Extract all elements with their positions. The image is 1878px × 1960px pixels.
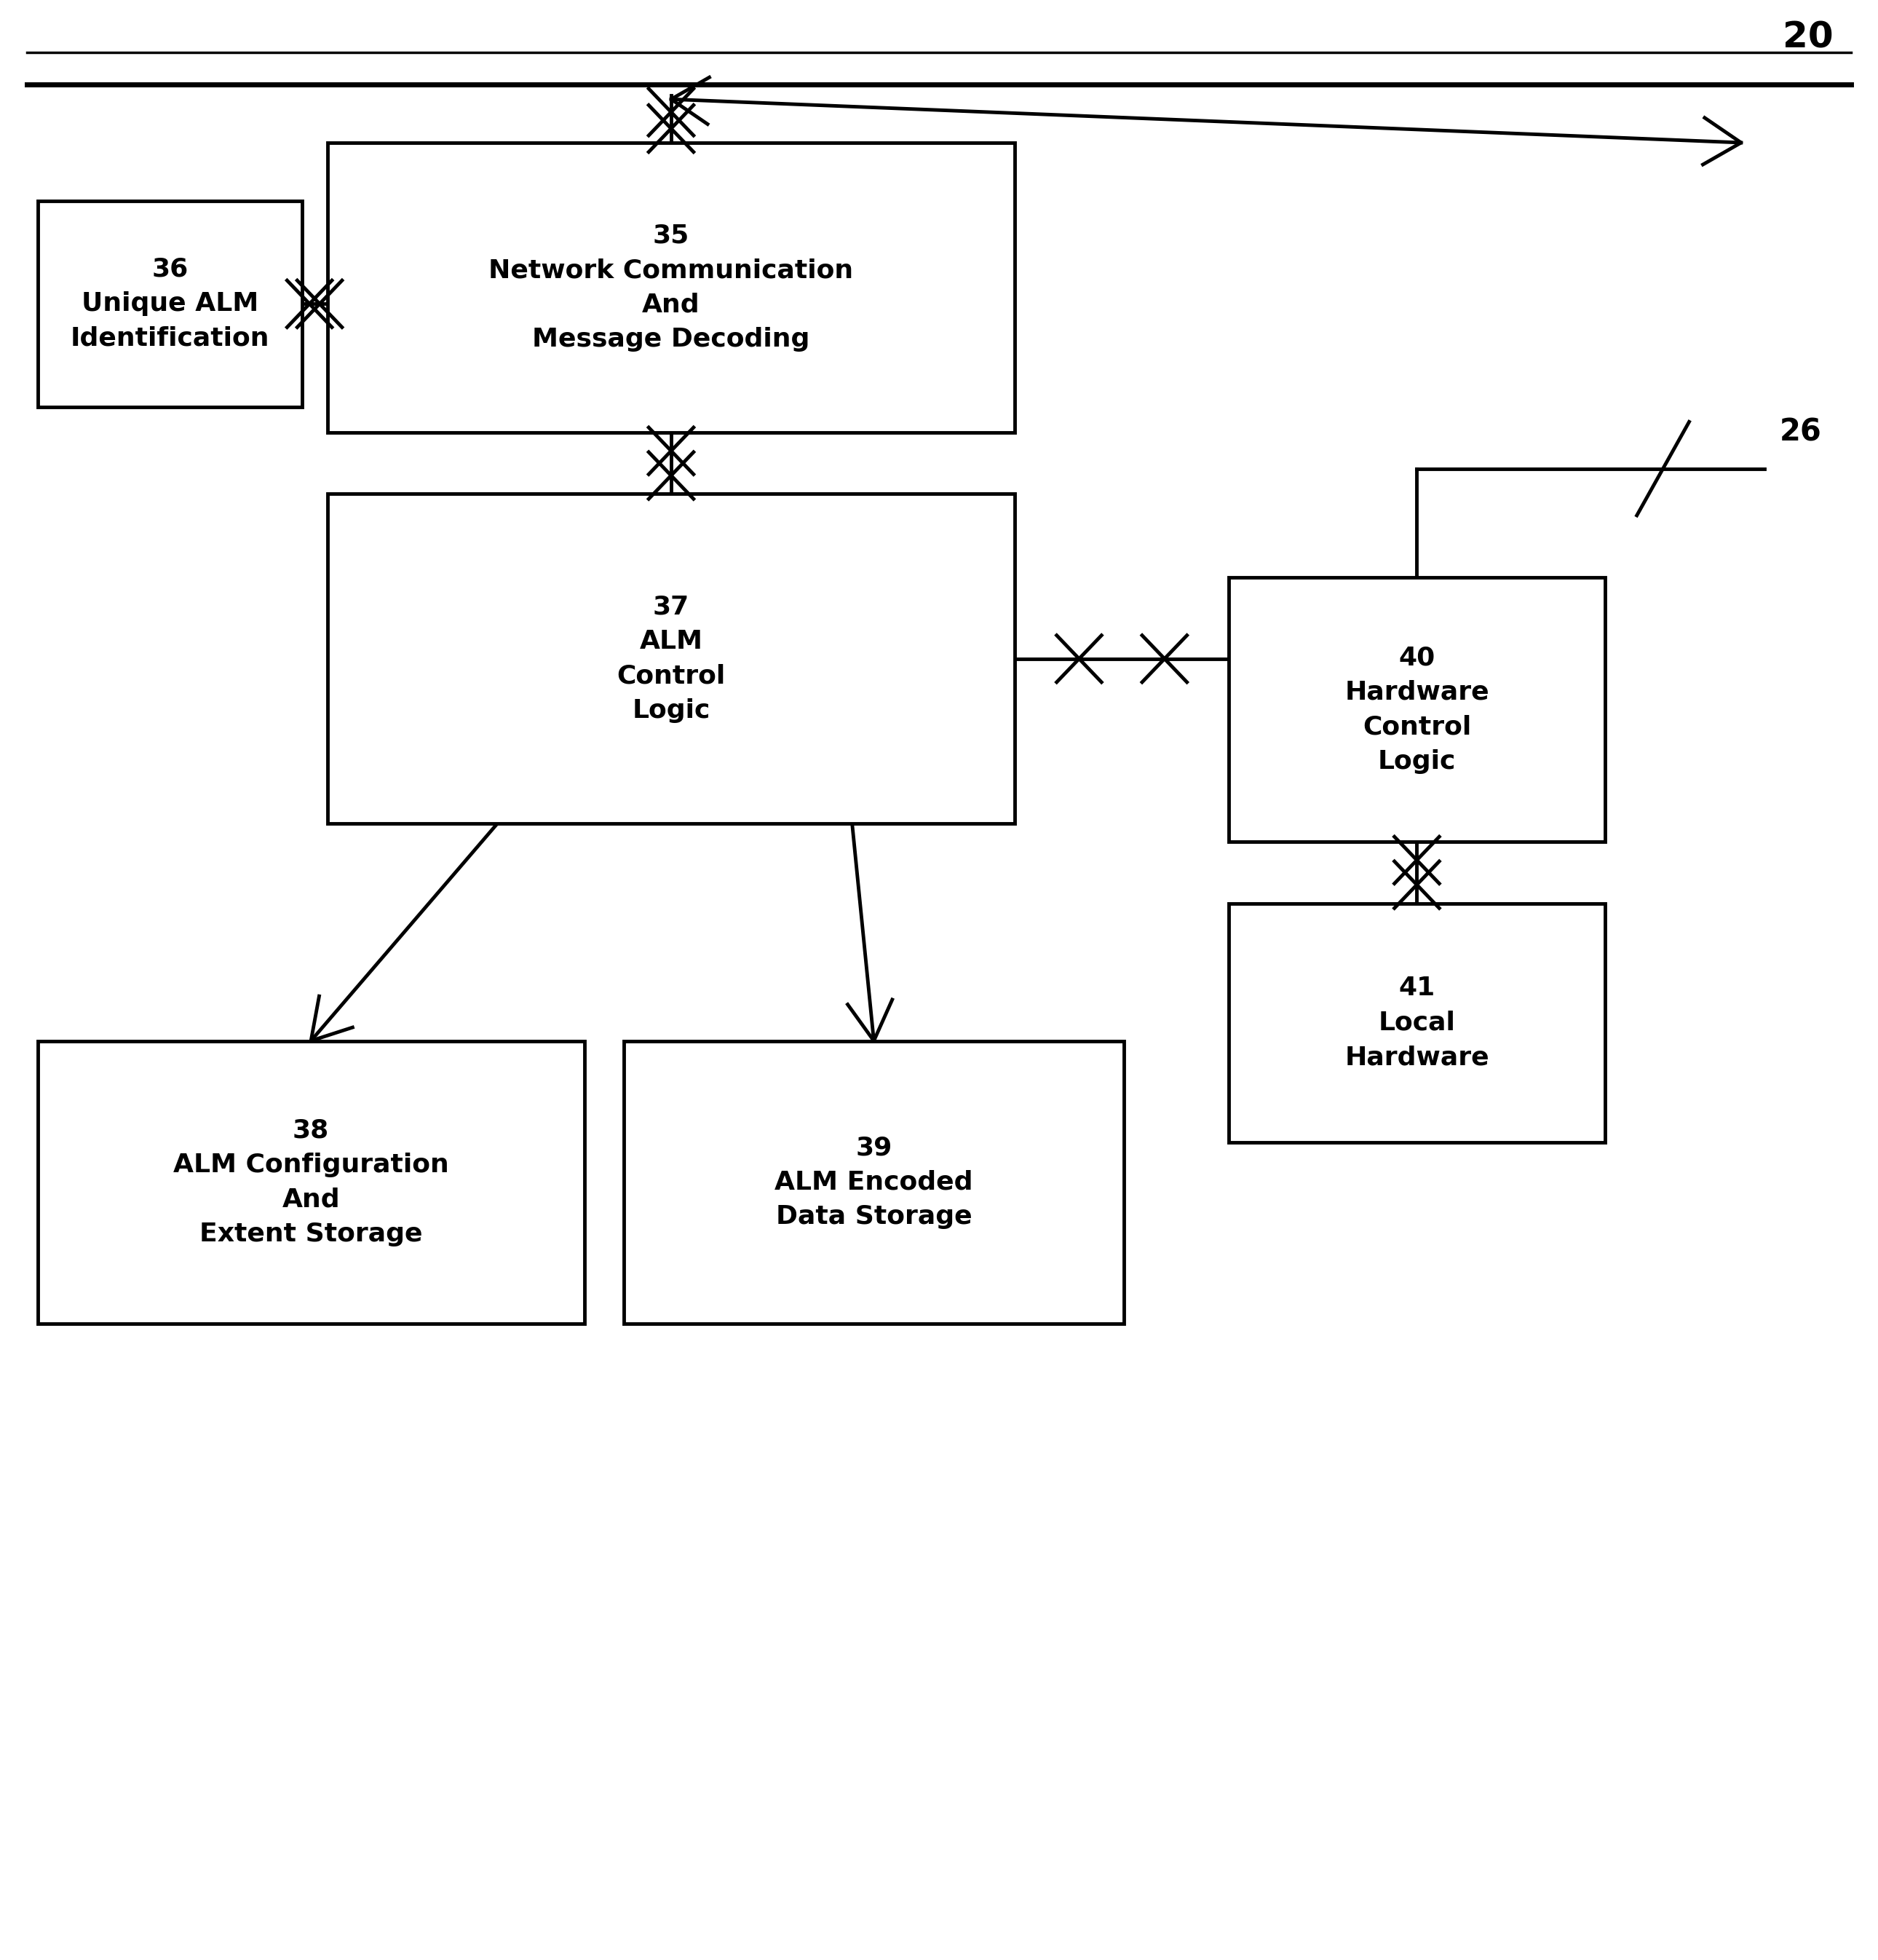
- Bar: [38, 200, 302, 408]
- Bar: [623, 1041, 1123, 1323]
- Text: 35
Network Communication
And
Message Decoding: 35 Network Communication And Message Dec…: [488, 223, 853, 351]
- Text: 37
ALM
Control
Logic: 37 ALM Control Logic: [616, 594, 725, 723]
- Text: 38
ALM Configuration
And
Extent Storage: 38 ALM Configuration And Extent Storage: [173, 1117, 449, 1247]
- Bar: [327, 494, 1014, 823]
- Text: 20: 20: [1782, 20, 1833, 55]
- Bar: [38, 1041, 584, 1323]
- Bar: [1228, 578, 1606, 841]
- Bar: [1228, 904, 1606, 1143]
- Text: 40
Hardware
Control
Logic: 40 Hardware Control Logic: [1345, 645, 1489, 774]
- Text: 26: 26: [1780, 417, 1822, 447]
- Text: 41
Local
Hardware: 41 Local Hardware: [1345, 976, 1489, 1070]
- Bar: [327, 143, 1014, 433]
- Text: 39
ALM Encoded
Data Storage: 39 ALM Encoded Data Storage: [774, 1135, 973, 1229]
- Text: 36
Unique ALM
Identification: 36 Unique ALM Identification: [69, 257, 269, 351]
